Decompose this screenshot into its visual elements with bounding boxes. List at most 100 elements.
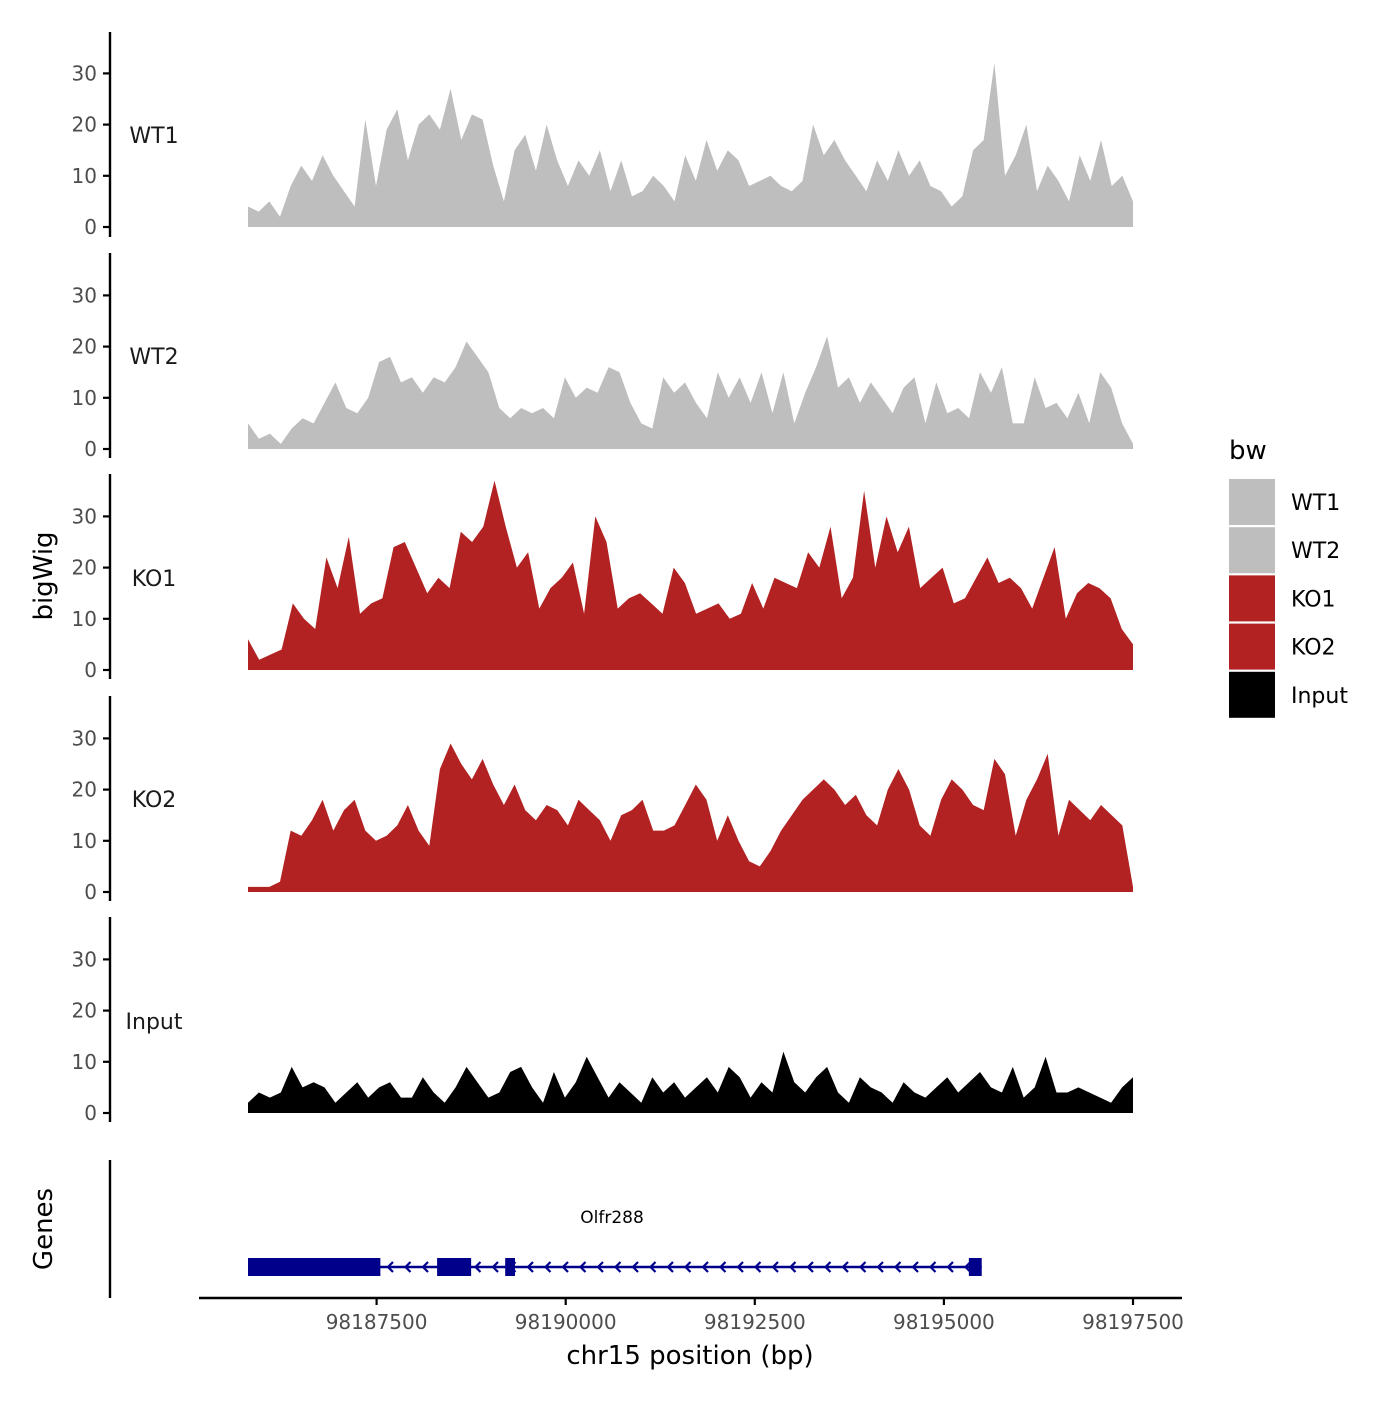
- y-tick-label: 30: [72, 947, 97, 971]
- y-ticks: 0 10 20 30: [72, 283, 110, 461]
- y-tick-label: 10: [72, 386, 97, 410]
- gene-exon: [968, 1258, 982, 1276]
- strand-arrow: [963, 1261, 972, 1273]
- strand-arrow: [631, 1261, 639, 1273]
- y-ticks: 0 10 20 30: [72, 61, 110, 239]
- strand-arrow: [806, 1261, 814, 1273]
- strand-arrow: [491, 1261, 499, 1273]
- x-tick-label: 98192500: [704, 1310, 806, 1334]
- y-tick-label: 20: [72, 335, 97, 359]
- track-label-wt1: WT1: [129, 124, 178, 149]
- strand-arrow: [421, 1261, 429, 1273]
- y-tick-label: 10: [72, 1050, 97, 1074]
- legend-swatch: [1229, 671, 1275, 718]
- strand-arrow: [946, 1261, 954, 1273]
- legend-items: WT1 WT2 KO1 KO2 Input: [1229, 479, 1348, 718]
- gene-exons: [248, 1258, 982, 1276]
- coverage-area-wt1: [248, 63, 1133, 228]
- y-tick-label: 0: [84, 658, 97, 682]
- y-tick-label: 20: [72, 778, 97, 802]
- strand-arrow: [561, 1261, 569, 1273]
- strand-arrow: [911, 1261, 919, 1273]
- strand-arrow: [543, 1261, 552, 1273]
- strand-arrow: [893, 1261, 902, 1273]
- y-tick-label: 0: [84, 215, 97, 239]
- strand-arrow: [596, 1261, 604, 1273]
- y-tick-label: 20: [72, 999, 97, 1023]
- strand-arrow: [386, 1261, 394, 1273]
- track-input: 0 10 20 30 Input: [72, 917, 1133, 1125]
- coverage-area-wt2: [248, 336, 1133, 449]
- legend: bw WT1 WT2 KO1 KO2 Input: [1229, 436, 1348, 718]
- legend-swatch: [1229, 575, 1275, 622]
- strand-arrow: [526, 1261, 534, 1273]
- strand-arrow: [928, 1261, 937, 1273]
- genes-label: Genes: [29, 1188, 59, 1270]
- strand-arrow: [613, 1261, 622, 1273]
- strand-arrow: [771, 1261, 779, 1273]
- x-tick-label: 98190000: [515, 1310, 617, 1334]
- strand-arrow: [403, 1261, 412, 1273]
- coverage-area-input: [248, 1051, 1133, 1113]
- strand-arrow: [683, 1261, 692, 1273]
- y-tick-label: 30: [72, 504, 97, 528]
- y-tick-label: 30: [72, 61, 97, 85]
- strand-arrow: [876, 1261, 884, 1273]
- y-tick-label: 20: [72, 556, 97, 580]
- legend-label: WT1: [1291, 491, 1340, 516]
- y-tick-label: 10: [72, 607, 97, 631]
- track-label-ko2: KO2: [132, 788, 177, 813]
- gene-exon: [248, 1258, 381, 1276]
- strand-arrow: [701, 1261, 709, 1273]
- y-tick-label: 10: [72, 829, 97, 853]
- strand-arrow: [858, 1261, 867, 1273]
- strand-arrow: [753, 1261, 762, 1273]
- y-tick-label: 0: [84, 1101, 97, 1125]
- x-axis-label: chr15 position (bp): [566, 1341, 813, 1371]
- legend-swatch: [1229, 479, 1275, 525]
- y-ticks: 0 10 20 30: [72, 504, 110, 682]
- strand-arrow: [578, 1261, 587, 1273]
- x-tick-label: 98197500: [1082, 1310, 1184, 1334]
- y-axis-label: bigWig: [29, 531, 59, 620]
- x-tick-label: 98187500: [326, 1310, 428, 1334]
- strand-arrow: [648, 1261, 657, 1273]
- coverage-area-ko1: [248, 480, 1133, 670]
- strand-arrow: [473, 1261, 482, 1273]
- gene-name-label: Olfr288: [580, 1208, 644, 1228]
- track-label-input: Input: [126, 1010, 183, 1035]
- strand-arrow: [718, 1261, 727, 1273]
- legend-label: Input: [1291, 684, 1348, 709]
- y-tick-label: 0: [84, 437, 97, 461]
- legend-swatch: [1229, 623, 1275, 670]
- track-ko2: 0 10 20 30 KO2: [72, 696, 1133, 904]
- strand-arrow: [841, 1261, 849, 1273]
- track-label-ko1: KO1: [132, 567, 177, 592]
- x-axis: 98187500 98190000 98192500 98195000 98197500…: [199, 1296, 1184, 1371]
- x-ticks: 98187500 98190000 98192500 98195000 98197500: [326, 1298, 1184, 1334]
- track-wt2: 0 10 20 30 WT2: [72, 253, 1133, 461]
- track-ko1: 0 10 20 30 KO1: [72, 474, 1133, 682]
- y-tick-label: 0: [84, 880, 97, 904]
- legend-label: KO2: [1291, 636, 1336, 661]
- track-label-wt2: WT2: [129, 345, 178, 370]
- coverage-area-ko2: [248, 743, 1133, 892]
- legend-label: WT2: [1291, 539, 1340, 564]
- x-tick-label: 98195000: [893, 1310, 995, 1334]
- y-ticks: 0 10 20 30: [72, 726, 110, 904]
- legend-label: KO1: [1291, 587, 1336, 612]
- legend-swatch: [1229, 527, 1275, 574]
- y-tick-label: 10: [72, 164, 97, 188]
- y-ticks: 0 10 20 30: [72, 947, 110, 1125]
- y-tick-label: 30: [72, 726, 97, 750]
- gene-exon: [437, 1258, 472, 1276]
- strand-arrow: [788, 1261, 797, 1273]
- y-tick-label: 30: [72, 283, 97, 307]
- y-tick-label: 20: [72, 113, 97, 137]
- gene-exon: [505, 1258, 516, 1276]
- strand-arrow: [823, 1261, 832, 1273]
- strand-arrow: [736, 1261, 744, 1273]
- legend-title: bw: [1229, 436, 1267, 466]
